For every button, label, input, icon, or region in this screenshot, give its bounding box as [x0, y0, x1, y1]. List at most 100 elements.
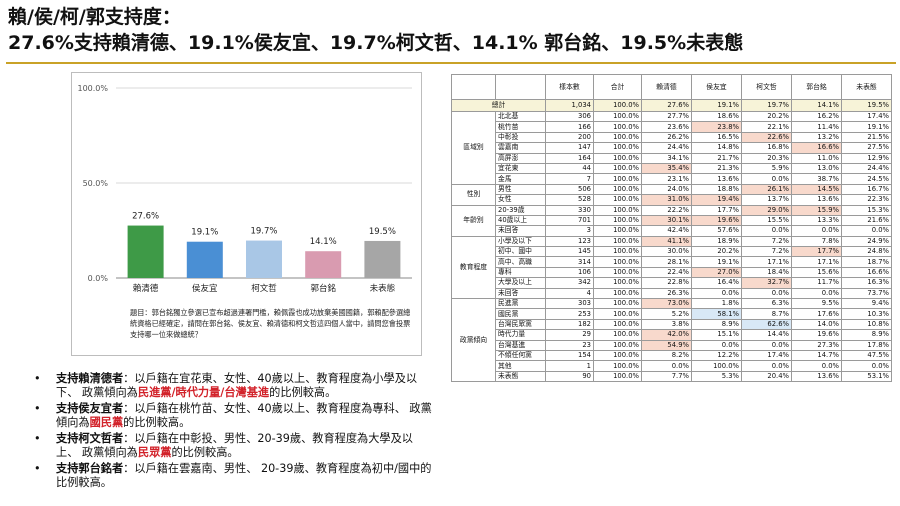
- group-label-cell: 區域別: [451, 111, 496, 185]
- table-cell: 100.0%: [593, 256, 642, 268]
- row-label-cell: 台灣民眾黨: [495, 318, 546, 331]
- table-cell: 1: [545, 360, 594, 372]
- table-cell: 22.1%: [741, 121, 792, 133]
- table-cell: 7.2%: [741, 246, 792, 258]
- table-cell: 182: [545, 318, 594, 331]
- table-cell: 30.0%: [641, 246, 692, 258]
- table-cell: 306: [545, 110, 594, 123]
- table-cell: 32.7%: [741, 277, 792, 289]
- table-cell: 3: [545, 225, 594, 237]
- table-cell: 7.2%: [741, 235, 792, 248]
- table-cell: 528: [545, 194, 594, 206]
- table-cell: 34.1%: [641, 152, 692, 164]
- table-cell: 5.9%: [741, 162, 792, 175]
- table-cell: 42.4%: [641, 225, 692, 237]
- table-cell: 19.7%: [741, 99, 792, 112]
- table-row: 時代力量 29 100.0% 42.0% 15.1% 14.4% 19.6% 8.9%: [452, 329, 892, 341]
- row-label-cell: 40歲以上: [495, 214, 546, 227]
- table-cell: 14.7%: [791, 349, 842, 362]
- table-row: 台灣民眾黨 182 100.0% 3.8% 8.9% 62.6% 14.0% 10.8%: [452, 318, 892, 331]
- table-cell: 14.8%: [691, 142, 742, 154]
- table-cell: 13.2%: [791, 131, 842, 144]
- table-header-cell: 侯友宜: [691, 74, 742, 100]
- title-line-1: 賴/侯/柯/郭支持度：: [8, 6, 181, 28]
- table-cell: 13.3%: [791, 214, 842, 227]
- table-row: 金馬 7 100.0% 23.1% 13.6% 0.0% 38.7% 24.5%: [452, 173, 892, 185]
- support-bar-chart: 0.0% 50.0% 100.0% 27.6% 賴清德 19.1% 侯友宜 19.7% 柯文哲 1…: [71, 72, 422, 356]
- finding-text-end: 的比例較高。: [171, 445, 239, 459]
- table-cell: 100.0%: [593, 162, 642, 175]
- finding-item: 支持郭台銘者：以戶籍在雲嘉南、男性、 20-39歲、教育程度為初中/國中的比例較…: [34, 462, 434, 489]
- table-cell: 21.7%: [691, 152, 742, 164]
- table-cell: 21.6%: [841, 214, 892, 227]
- table-cell: 100.0%: [593, 99, 642, 112]
- table-cell: 19.6%: [691, 214, 742, 227]
- table-cell: 100.0%: [593, 370, 642, 383]
- table-cell: 19.1%: [841, 121, 892, 133]
- table-cell: 11.7%: [791, 277, 842, 289]
- table-cell: 0.0%: [741, 287, 792, 300]
- table-cell: 19.4%: [691, 194, 742, 206]
- table-cell: 47.5%: [841, 349, 892, 362]
- table-cell: 17.7%: [791, 246, 842, 258]
- table-header-cell: 未表態: [841, 74, 892, 100]
- table-row: 未表態 90 100.0% 7.7% 5.3% 20.4% 13.6% 53.1%: [452, 370, 892, 383]
- group-label-cell: 政黨傾向: [451, 298, 496, 383]
- table-row: 性別 男性 506 100.0% 24.0% 18.8% 26.1% 14.5% 16.7%: [451, 183, 892, 206]
- table-cell: 100.0%: [593, 121, 642, 133]
- table-cell: 100.0%: [593, 266, 642, 279]
- table-cell: 27.3%: [791, 339, 842, 352]
- table-cell: 100.0%: [593, 131, 642, 144]
- table-cell: 28.1%: [641, 256, 692, 268]
- table-cell: 58.1%: [691, 308, 742, 320]
- row-label-cell: 高中、高職: [495, 256, 546, 268]
- findings-list: 支持賴清德者：以戶籍在宜花東、女性、40歲以上、教育程度為小學及以下、 政黨傾向…: [34, 372, 434, 492]
- table-cell: 100.0%: [593, 110, 642, 123]
- table-row: 宜花東 44 100.0% 35.4% 21.3% 5.9% 13.0% 24.4%: [452, 162, 892, 175]
- table-header-cell: [495, 74, 546, 100]
- table-cell: 15.3%: [841, 204, 892, 216]
- table-cell: 27.0%: [691, 266, 742, 279]
- table-cell: 14.1%: [791, 99, 842, 112]
- table-cell: 7.7%: [641, 370, 692, 383]
- bar: [364, 240, 401, 278]
- table-cell: 16.7%: [841, 183, 892, 196]
- table-header-cell: 賴清德: [641, 74, 692, 100]
- table-row: 未回答 3 100.0% 42.4% 57.6% 0.0% 0.0% 0.0%: [452, 225, 892, 237]
- table-row: 國民黨 253 100.0% 5.2% 58.1% 8.7% 17.6% 10.3%: [452, 308, 892, 320]
- table-row: 初中、國中 145 100.0% 30.0% 20.2% 7.2% 17.7% 24.8%: [452, 246, 892, 258]
- table-cell: 20.3%: [741, 152, 792, 164]
- table-cell: 19.5%: [841, 99, 892, 112]
- table-cell: 17.4%: [841, 110, 892, 123]
- title-line-2: 27.6%支持賴清德、19.1%侯友宜、19.7%柯文哲、14.1% 郭台銘、1…: [8, 32, 744, 54]
- table-row: 大學及以上 342 100.0% 22.8% 16.4% 32.7% 11.7% 16.3%: [452, 277, 892, 289]
- table-cell: 0.0%: [691, 287, 742, 300]
- table-cell: 22.3%: [841, 194, 892, 206]
- table-cell: 100.0%: [593, 142, 642, 154]
- table-row: 其他 1 100.0% 0.0% 100.0% 0.0% 0.0% 0.0%: [452, 360, 892, 372]
- crosstab-table: 樣本數 合計 賴清德 侯友宜 柯文哲 郭台銘 未表態 總計 1,034 100.0% 27.6% 1…: [451, 74, 892, 383]
- table-cell: 16.6%: [841, 266, 892, 279]
- table-cell: 303: [545, 298, 594, 310]
- title-divider: [6, 62, 896, 64]
- table-cell: 100.0%: [593, 214, 642, 227]
- table-cell: 41.1%: [641, 235, 692, 248]
- table-cell: 0.0%: [841, 225, 892, 237]
- chart-question-note: 題目：郭台銘獨立參選已宣布超過連署門檻，賴佩霞也成功放棄美國國籍，郭賴配參選總統…: [130, 308, 411, 339]
- table-cell: 6.3%: [741, 298, 792, 310]
- finding-item: 支持賴清德者：以戶籍在宜花東、女性、40歲以上、教育程度為小學及以下、 政黨傾向…: [34, 372, 434, 399]
- table-row: 年齡別 20-39歲 330 100.0% 22.2% 17.7% 29.0% 15.9% 15…: [451, 204, 892, 237]
- table-cell: 27.7%: [641, 110, 692, 123]
- table-cell: 14.4%: [741, 329, 792, 341]
- chart-svg: 0.0% 50.0% 100.0% 27.6% 賴清德 19.1% 侯友宜 19.7% 柯文哲 1…: [77, 84, 412, 294]
- table-header-cell: [451, 74, 496, 100]
- table-cell: 42.0%: [641, 329, 692, 341]
- table-row: 40歲以上 701 100.0% 30.1% 19.6% 15.5% 13.3% 21.6%: [452, 214, 892, 227]
- table-cell: 100.0%: [593, 183, 642, 196]
- table-row: 女性 528 100.0% 31.0% 19.4% 13.7% 13.6% 22.3%: [452, 194, 892, 206]
- row-label-cell: 專科: [495, 266, 546, 279]
- x-tick-label: 侯友宜: [192, 283, 218, 294]
- table-cell: 23.1%: [641, 173, 692, 185]
- table-cell: 100.0%: [593, 349, 642, 362]
- table-cell: 164: [545, 152, 594, 164]
